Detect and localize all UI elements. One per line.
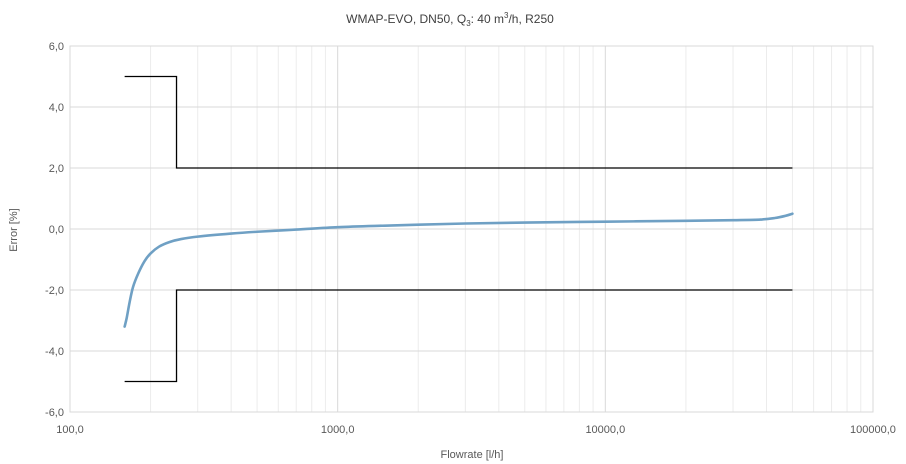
y-tick-label: -4,0 — [45, 346, 64, 358]
upper-limit-line — [124, 75, 793, 169]
plot-area-border — [69, 45, 874, 413]
measured-error-curve — [123, 212, 794, 328]
y-tick-label: -6,0 — [45, 407, 64, 419]
x-tick-label: 1000,0 — [321, 424, 355, 436]
y-tick-label: 0,0 — [49, 224, 64, 236]
y-axis-title: Error [%] — [8, 208, 20, 251]
chart-title-prefix: WMAP-EVO, DN50, Q — [346, 12, 466, 26]
y-tick-label: -2,0 — [45, 285, 64, 297]
chart-title-subscript: 3 — [466, 19, 471, 28]
chart-title-mid: : 40 m — [471, 12, 504, 26]
chart-title-superscript: 3 — [504, 11, 509, 20]
y-axis-tick-labels: -6,0 -4,0 -2,0 0,0 2,0 4,0 6,0 — [45, 41, 64, 419]
x-tick-label: 10000,0 — [585, 424, 625, 436]
y-tick-label: 6,0 — [49, 41, 64, 53]
x-axis-tick-labels: 100,0 1000,0 10000,0 100000,0 — [56, 424, 896, 436]
x-tick-label: 100000,0 — [850, 424, 896, 436]
series-layer — [123, 75, 794, 383]
x-axis-title: Flowrate [l/h] — [441, 449, 504, 461]
y-tick-label: 4,0 — [49, 102, 64, 114]
chart-title-suffix: /h, R250 — [508, 12, 554, 26]
lower-limit-line — [124, 289, 793, 383]
x-tick-label: 100,0 — [56, 424, 84, 436]
chart-title: WMAP-EVO, DN50, Q3: 40 m3/h, R250 — [346, 11, 554, 28]
grid — [69, 45, 874, 413]
y-tick-label: 2,0 — [49, 163, 64, 175]
